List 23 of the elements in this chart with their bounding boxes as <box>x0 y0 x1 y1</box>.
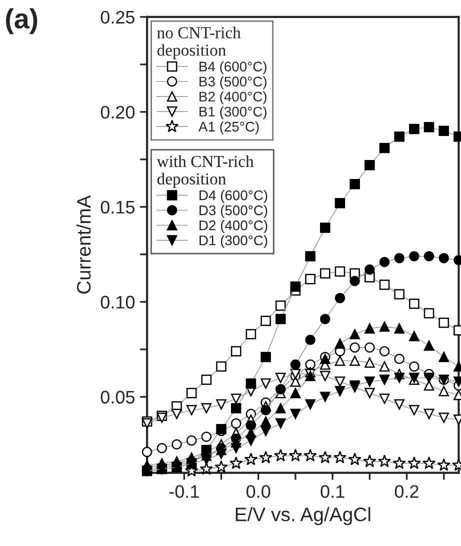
x-tick-label: -0.1 <box>169 485 199 498</box>
legend-label: B3 (500°C) <box>200 76 266 90</box>
x-tick-label: 0.2 <box>394 485 418 498</box>
legend-label: D3 (500°C) <box>200 205 268 218</box>
y-tick-label: 0.25 <box>100 10 134 24</box>
legend-label: D1 (300°C) <box>200 235 268 248</box>
legend-label: B1 (300°C) <box>200 106 266 120</box>
legend-label: D2 (400°C) <box>200 220 268 233</box>
legend-label: B4 (600°C) <box>200 61 266 74</box>
x-tick-label: 0.0 <box>246 485 270 498</box>
x-axis-title: E/V vs. Ag/AgCl <box>236 507 370 526</box>
y-tick-label: 0.10 <box>100 296 135 309</box>
legend-label: D4 (600°C) <box>200 190 268 203</box>
legend-label: A1 (25°C) <box>198 121 259 134</box>
chart-title: (a) <box>6 8 38 34</box>
y-axis-title: Current/mA <box>76 195 91 294</box>
text: with CNT-rich deposition <box>156 155 254 188</box>
text: no CNT-rich deposition <box>157 26 241 60</box>
y-tick-label: 0.15 <box>100 200 134 214</box>
y-tick-label: 0.05 <box>100 390 134 404</box>
x-tick-label: 0.1 <box>320 485 344 498</box>
legend-label: B2 (400°C) <box>200 91 266 104</box>
y-tick-label: 0.20 <box>100 106 135 119</box>
